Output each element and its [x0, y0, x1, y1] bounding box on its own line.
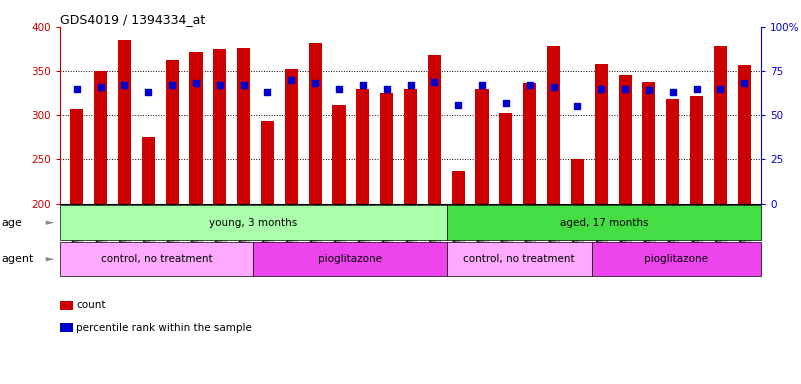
Bar: [476, 89, 489, 204]
Bar: [404, 89, 417, 204]
Bar: [499, 113, 513, 204]
Bar: [213, 49, 227, 204]
Bar: [714, 46, 727, 204]
Text: young, 3 months: young, 3 months: [209, 218, 297, 228]
Bar: [308, 43, 322, 204]
Point: [285, 77, 298, 83]
Bar: [237, 48, 250, 204]
Point: [332, 86, 345, 92]
Bar: [642, 82, 655, 204]
Point: [666, 89, 679, 95]
Point: [237, 82, 250, 88]
Text: pioglitazone: pioglitazone: [318, 254, 382, 264]
Text: aged, 17 months: aged, 17 months: [560, 218, 648, 228]
Point: [166, 82, 179, 88]
Point: [738, 80, 751, 86]
Point: [380, 86, 393, 92]
Point: [523, 82, 536, 88]
Point: [142, 89, 155, 95]
Point: [476, 82, 489, 88]
Bar: [356, 89, 369, 204]
Bar: [189, 51, 203, 204]
Point: [70, 86, 83, 92]
Bar: [94, 71, 107, 204]
Bar: [380, 93, 393, 204]
Point: [690, 86, 703, 92]
Bar: [261, 121, 274, 204]
Bar: [452, 171, 465, 204]
Point: [308, 80, 321, 86]
Bar: [428, 55, 441, 204]
Point: [547, 84, 560, 90]
Point: [595, 86, 608, 92]
Text: control, no treatment: control, no treatment: [101, 254, 212, 264]
Point: [452, 101, 465, 108]
Text: pioglitazone: pioglitazone: [644, 254, 708, 264]
Bar: [594, 64, 608, 204]
Bar: [70, 109, 83, 204]
Bar: [738, 65, 751, 204]
Bar: [666, 99, 679, 204]
Bar: [285, 69, 298, 204]
Bar: [690, 96, 703, 204]
Point: [261, 89, 274, 95]
Text: GDS4019 / 1394334_at: GDS4019 / 1394334_at: [60, 13, 205, 26]
Point: [618, 86, 631, 92]
Point: [190, 80, 203, 86]
Bar: [142, 137, 155, 204]
Bar: [332, 106, 345, 204]
Point: [118, 82, 131, 88]
Text: age: age: [2, 218, 22, 228]
Bar: [523, 83, 536, 204]
Text: agent: agent: [2, 254, 34, 264]
Text: control, no treatment: control, no treatment: [464, 254, 575, 264]
Point: [95, 84, 107, 90]
Bar: [547, 46, 560, 204]
Text: count: count: [76, 300, 106, 310]
Bar: [618, 76, 632, 204]
Point: [428, 79, 441, 85]
Point: [714, 86, 727, 92]
Point: [356, 82, 369, 88]
Point: [642, 88, 655, 94]
Bar: [571, 159, 584, 204]
Bar: [166, 60, 179, 204]
Text: percentile rank within the sample: percentile rank within the sample: [76, 323, 252, 333]
Point: [571, 103, 584, 109]
Bar: [118, 40, 131, 204]
Point: [404, 82, 417, 88]
Point: [213, 82, 226, 88]
Point: [500, 100, 513, 106]
